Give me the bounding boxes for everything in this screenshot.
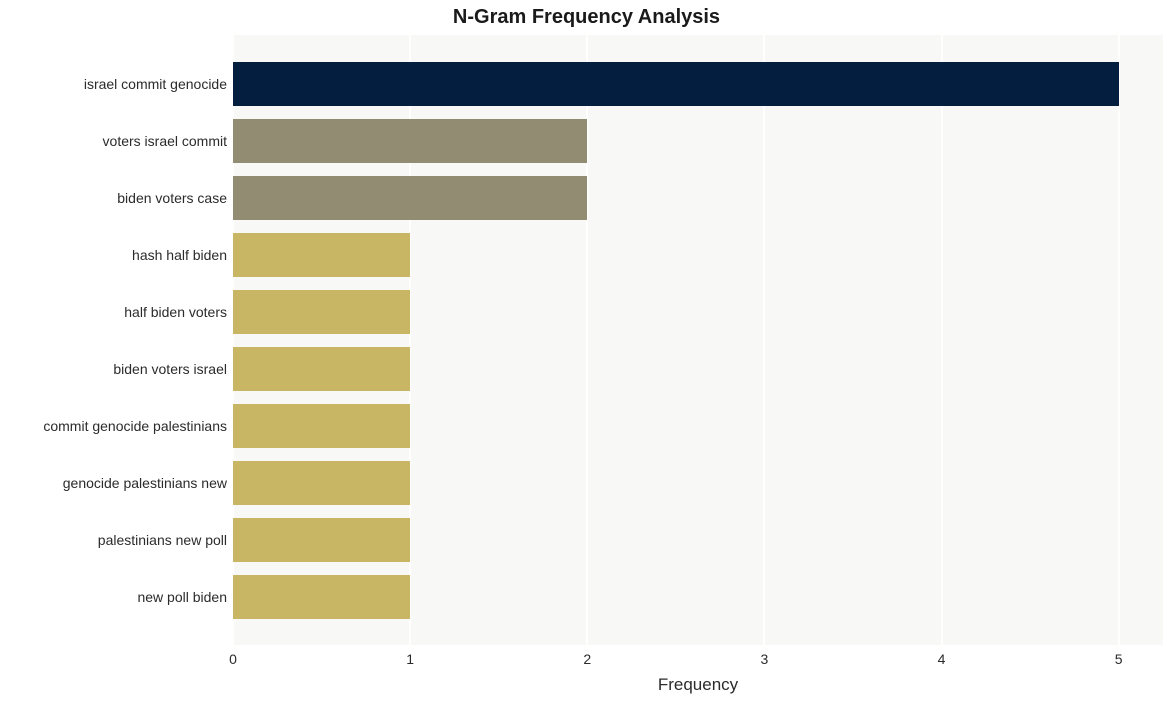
bar [233, 62, 1119, 106]
bar [233, 176, 587, 220]
x-tick-label: 1 [406, 651, 414, 667]
grid-line [763, 35, 765, 645]
y-tick-label: biden voters israel [113, 361, 227, 377]
chart-title: N-Gram Frequency Analysis [0, 6, 1173, 29]
y-tick-label: hash half biden [132, 247, 227, 263]
bar [233, 347, 410, 391]
grid-line [1118, 35, 1120, 645]
x-tick-label: 5 [1115, 651, 1123, 667]
x-axis-label: Frequency [233, 675, 1163, 695]
y-tick-label: new poll biden [137, 589, 227, 605]
grid-line [941, 35, 943, 645]
bar [233, 119, 587, 163]
x-tick-label: 4 [938, 651, 946, 667]
y-tick-label: genocide palestinians new [63, 475, 227, 491]
y-tick-label: biden voters case [117, 190, 227, 206]
bar [233, 518, 410, 562]
bar [233, 575, 410, 619]
y-tick-label: voters israel commit [103, 133, 227, 149]
bar [233, 461, 410, 505]
y-tick-label: commit genocide palestinians [43, 418, 227, 434]
x-tick-label: 3 [761, 651, 769, 667]
plot-area: 012345 [233, 35, 1163, 645]
x-tick-label: 2 [583, 651, 591, 667]
bar [233, 290, 410, 334]
y-tick-label: palestinians new poll [98, 532, 227, 548]
y-tick-label: half biden voters [124, 304, 227, 320]
bar [233, 404, 410, 448]
ngram-chart: N-Gram Frequency Analysis 012345 Frequen… [0, 0, 1173, 701]
bar [233, 233, 410, 277]
y-tick-label: israel commit genocide [84, 76, 227, 92]
x-tick-label: 0 [229, 651, 237, 667]
